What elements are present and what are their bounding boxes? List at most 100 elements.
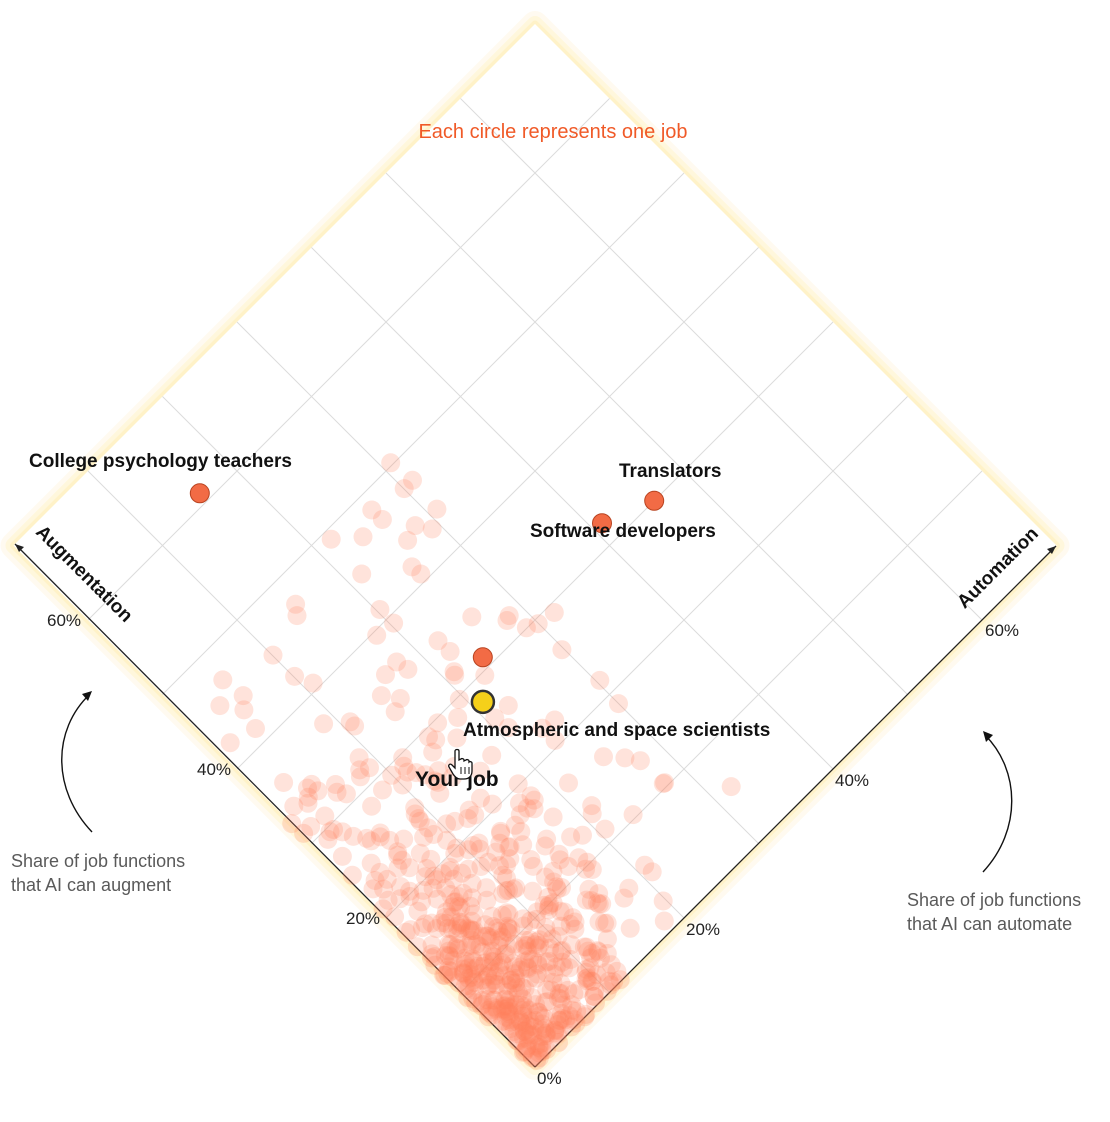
job-dot[interactable] (427, 499, 447, 519)
job-dot[interactable] (565, 919, 585, 939)
job-dot[interactable] (496, 881, 516, 901)
job-dot[interactable] (500, 849, 520, 869)
job-dot[interactable] (418, 818, 438, 838)
job-dot[interactable] (401, 920, 421, 940)
job-dot[interactable] (452, 863, 472, 883)
job-dot[interactable] (497, 1001, 516, 1021)
job-dot[interactable] (550, 901, 570, 921)
job-dot[interactable] (308, 781, 328, 801)
job-dot[interactable] (554, 957, 574, 977)
job-dot[interactable] (562, 1000, 582, 1020)
job-dot[interactable] (445, 811, 465, 831)
job-dot[interactable] (353, 527, 373, 547)
job-dot[interactable] (506, 969, 526, 988)
job-dot[interactable] (408, 901, 428, 921)
job-dot[interactable] (579, 879, 599, 899)
job-dot[interactable] (574, 937, 594, 957)
job-dot[interactable] (450, 912, 470, 932)
job-dot[interactable] (478, 852, 498, 872)
job-dot[interactable] (421, 948, 441, 968)
job-dot[interactable] (551, 916, 571, 936)
job-dot[interactable] (498, 982, 518, 1002)
job-dot[interactable] (410, 843, 430, 863)
job-dot[interactable] (584, 986, 604, 1006)
job-dot[interactable] (394, 479, 414, 499)
job-dot[interactable] (560, 914, 580, 934)
job-dot[interactable] (520, 968, 540, 988)
job-dot[interactable] (536, 952, 556, 972)
job-dot[interactable] (470, 761, 490, 781)
job-dot[interactable] (398, 762, 417, 782)
job-dot[interactable] (336, 784, 356, 804)
job-dot[interactable] (582, 943, 602, 963)
job-dot[interactable] (370, 862, 390, 882)
job-dot[interactable] (485, 708, 505, 728)
job-dot[interactable] (438, 964, 458, 984)
job-dot[interactable] (342, 865, 362, 885)
job-dot[interactable] (483, 990, 503, 1010)
job-dot[interactable] (439, 960, 458, 980)
job-dot[interactable] (407, 937, 427, 957)
job-dot[interactable] (561, 950, 580, 969)
job-dot[interactable] (491, 823, 511, 843)
job-dot[interactable] (630, 751, 650, 771)
job-dot[interactable] (544, 603, 564, 622)
job-dot[interactable] (246, 719, 265, 738)
software-developers-dot[interactable] (592, 513, 612, 534)
job-dot[interactable] (390, 689, 410, 708)
job-dot[interactable] (453, 959, 473, 979)
job-dot[interactable] (548, 988, 568, 1008)
job-dot[interactable] (588, 942, 608, 962)
job-dot[interactable] (532, 1020, 551, 1040)
job-dot[interactable] (546, 877, 566, 897)
job-dot[interactable] (552, 940, 572, 960)
job-dot[interactable] (492, 999, 512, 1019)
job-dot[interactable] (480, 1003, 500, 1023)
job-dot[interactable] (352, 564, 372, 584)
job-dot[interactable] (492, 927, 512, 947)
job-dot[interactable] (462, 874, 482, 893)
job-dot[interactable] (511, 1012, 530, 1032)
job-dot[interactable] (441, 935, 461, 955)
job-dot[interactable] (457, 919, 477, 939)
job-dot[interactable] (530, 930, 550, 950)
job-dot[interactable] (448, 924, 468, 943)
job-dot[interactable] (519, 1030, 539, 1050)
job-dot[interactable] (513, 939, 533, 959)
job-dot[interactable] (482, 941, 502, 961)
job-dot[interactable] (422, 519, 442, 539)
job-dot[interactable] (528, 614, 548, 634)
job-dot[interactable] (462, 607, 482, 627)
job-dot[interactable] (528, 955, 548, 975)
job-dot[interactable] (449, 973, 469, 993)
job-dot[interactable] (520, 1017, 540, 1037)
job-dot[interactable] (481, 952, 501, 972)
job-dot[interactable] (601, 955, 621, 975)
job-dot[interactable] (529, 1048, 549, 1068)
job-dot[interactable] (543, 893, 563, 913)
job-dot[interactable] (495, 989, 515, 1009)
job-dot[interactable] (545, 943, 565, 963)
job-dot[interactable] (506, 878, 526, 898)
job-dot[interactable] (515, 1021, 534, 1041)
job-dot[interactable] (449, 896, 469, 916)
job-dot[interactable] (504, 934, 524, 954)
job-dot[interactable] (467, 934, 487, 954)
job-dot[interactable] (552, 952, 572, 972)
job-dot[interactable] (577, 852, 597, 872)
job-dot[interactable] (378, 890, 398, 910)
job-dot[interactable] (447, 916, 467, 936)
job-dot[interactable] (545, 710, 565, 730)
job-dot[interactable] (452, 913, 472, 933)
job-dot[interactable] (522, 1048, 542, 1068)
job-dot[interactable] (441, 907, 461, 927)
job-dot[interactable] (320, 822, 340, 842)
job-dot[interactable] (523, 881, 542, 901)
job-dot[interactable] (479, 1000, 499, 1020)
job-dot[interactable] (547, 879, 567, 899)
job-dot[interactable] (427, 919, 447, 939)
job-dot[interactable] (542, 929, 562, 949)
job-dot[interactable] (500, 1004, 519, 1024)
job-dot[interactable] (512, 1013, 532, 1033)
job-dot[interactable] (539, 896, 559, 916)
